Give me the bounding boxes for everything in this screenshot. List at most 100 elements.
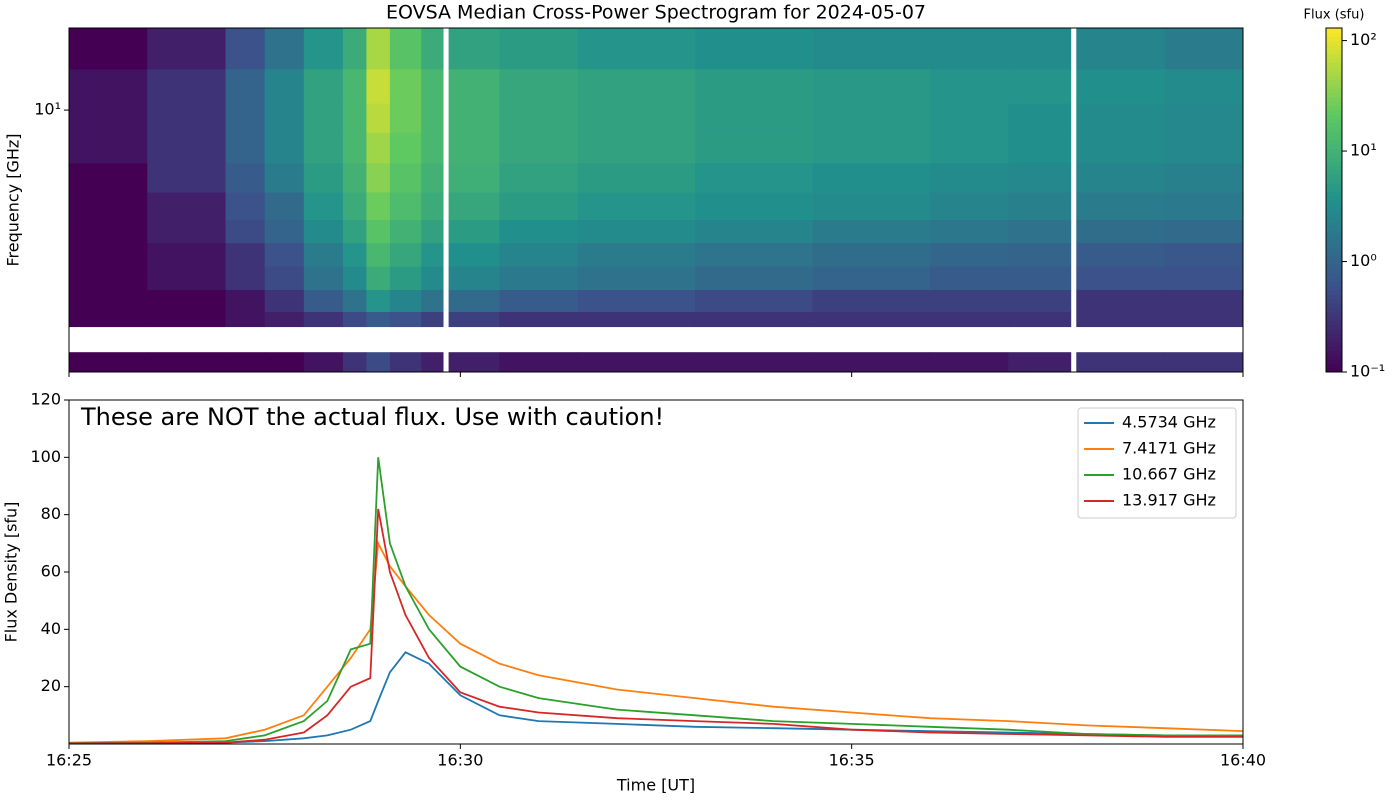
heatmap-cell bbox=[366, 68, 391, 104]
heatmap-cell bbox=[366, 132, 391, 164]
colorbar-swatch bbox=[1326, 105, 1342, 111]
colorbar-label: Flux (sfu) bbox=[1304, 8, 1365, 23]
heatmap-cell bbox=[264, 162, 305, 193]
colorbar-swatch bbox=[1326, 221, 1342, 227]
colorbar-swatch bbox=[1326, 53, 1342, 59]
colorbar-swatch bbox=[1326, 264, 1342, 270]
heatmap-cell bbox=[499, 162, 579, 193]
colorbar-swatch bbox=[1326, 62, 1342, 68]
heatmap-cell bbox=[812, 219, 931, 244]
heatmap-cell bbox=[1008, 103, 1072, 133]
colorbar-swatch bbox=[1326, 71, 1342, 76]
heatmap-cell bbox=[69, 192, 148, 220]
x-tick-label: 16:35 bbox=[829, 751, 875, 770]
x-axis-label: Time [UT] bbox=[616, 776, 695, 795]
heatmap-cell bbox=[69, 68, 148, 104]
colorbar-swatch bbox=[1326, 238, 1342, 244]
heatmap-cell bbox=[225, 132, 266, 164]
heatmap-cell bbox=[421, 289, 444, 312]
heatmap-cell bbox=[342, 68, 367, 104]
plot-frame bbox=[68, 399, 1244, 745]
heatmap-cell bbox=[929, 103, 1009, 133]
heatmap-cell bbox=[421, 352, 444, 373]
colorbar-swatch bbox=[1326, 341, 1342, 347]
heatmap-cell bbox=[499, 242, 579, 267]
heatmap-cell bbox=[342, 242, 367, 267]
heatmap-cell bbox=[695, 162, 813, 193]
colorbar-swatch bbox=[1326, 234, 1342, 240]
heatmap-cell bbox=[264, 132, 305, 164]
heatmap-cell bbox=[499, 311, 579, 328]
heatmap-cell bbox=[69, 132, 148, 164]
heatmap-cell bbox=[929, 219, 1009, 244]
heatmap-cell bbox=[448, 192, 500, 220]
heatmap-cell bbox=[1008, 352, 1072, 373]
colorbar-swatch bbox=[1326, 316, 1342, 321]
heatmap-cell bbox=[342, 352, 367, 373]
heatmap-cell bbox=[1076, 28, 1166, 70]
colorbar-tick-label: 10² bbox=[1350, 30, 1377, 49]
heatmap-cell bbox=[69, 266, 148, 290]
heatmap-cell bbox=[1076, 68, 1166, 104]
heatmap-cell bbox=[448, 352, 500, 373]
legend-label: 13.917 GHz bbox=[1122, 491, 1216, 510]
colorbar-swatch bbox=[1326, 311, 1342, 317]
heatmap-cell bbox=[1076, 311, 1166, 328]
heatmap-cell bbox=[1008, 289, 1072, 312]
heatmap-cell bbox=[69, 219, 148, 244]
heatmap-cell bbox=[1076, 132, 1166, 164]
y-tick-label: 80 bbox=[41, 504, 61, 523]
heatmap-cell bbox=[225, 162, 266, 193]
colorbar-swatch bbox=[1326, 333, 1342, 339]
heatmap-cell bbox=[929, 192, 1009, 220]
heatmap-cell bbox=[812, 132, 931, 164]
y-axis-label: Flux Density [sfu] bbox=[2, 502, 21, 643]
heatmap-cell bbox=[389, 162, 422, 193]
colorbar-swatch bbox=[1326, 298, 1342, 304]
heatmap-cell bbox=[1164, 352, 1244, 373]
colorbar-swatch bbox=[1326, 66, 1342, 72]
heatmap-cell bbox=[366, 219, 391, 244]
heatmap-cell bbox=[264, 219, 305, 244]
y-tick-label: 10¹ bbox=[34, 100, 61, 119]
colorbar-swatch bbox=[1326, 139, 1342, 145]
heatmap-cell bbox=[303, 28, 344, 70]
heatmap-cell bbox=[147, 242, 226, 267]
series-line bbox=[68, 508, 1243, 745]
colorbar-swatch bbox=[1326, 174, 1342, 179]
heatmap-cell bbox=[303, 162, 344, 193]
colorbar-swatch bbox=[1326, 131, 1342, 136]
heatmap-cell bbox=[342, 219, 367, 244]
heatmap-cell bbox=[264, 352, 305, 373]
colorbar-swatch bbox=[1326, 45, 1342, 50]
heatmap-cell bbox=[389, 68, 422, 104]
heatmap-cell bbox=[929, 242, 1009, 267]
heatmap-cell bbox=[225, 219, 266, 244]
heatmap-cell bbox=[1076, 162, 1166, 193]
heatmap-cell bbox=[1008, 68, 1072, 104]
heatmap-cell bbox=[929, 311, 1009, 328]
heatmap-cell bbox=[264, 68, 305, 104]
colorbar-swatch bbox=[1326, 230, 1342, 235]
heatmap-cell bbox=[499, 103, 579, 133]
heatmap-cell bbox=[342, 289, 367, 312]
heatmap-cell bbox=[695, 311, 813, 328]
heatmap-cell bbox=[147, 219, 226, 244]
heatmap-cell bbox=[421, 162, 444, 193]
heatmap-cell bbox=[812, 242, 931, 267]
heatmap-cell bbox=[448, 219, 500, 244]
heatmap-cell bbox=[225, 289, 266, 312]
colorbar-swatch bbox=[1326, 320, 1342, 326]
heatmap-cell bbox=[421, 219, 444, 244]
heatmap-cell bbox=[812, 103, 931, 133]
colorbar-swatch bbox=[1326, 148, 1342, 154]
x-tick-label: 16:40 bbox=[1220, 751, 1266, 770]
heatmap-cell bbox=[225, 311, 266, 328]
colorbar-swatch bbox=[1326, 101, 1342, 106]
colorbar-swatch bbox=[1326, 109, 1342, 115]
heatmap-cell bbox=[812, 68, 931, 104]
colorbar-swatch bbox=[1326, 165, 1342, 171]
heatmap-cell bbox=[577, 162, 696, 193]
heatmap-cell bbox=[695, 242, 813, 267]
colorbar-swatch bbox=[1326, 122, 1342, 128]
